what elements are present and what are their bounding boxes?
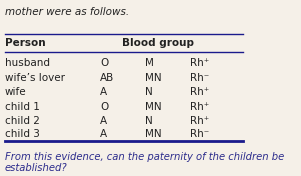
Text: husband: husband: [5, 58, 50, 68]
Text: O: O: [100, 58, 108, 68]
Text: From this evidence, can the paternity of the children be
established?: From this evidence, can the paternity of…: [5, 152, 284, 173]
Text: O: O: [100, 102, 108, 112]
Text: child 2: child 2: [5, 116, 40, 126]
Text: Rh⁺: Rh⁺: [190, 102, 209, 112]
Text: Rh⁺: Rh⁺: [190, 116, 209, 126]
Text: wife: wife: [5, 87, 26, 98]
Text: N: N: [145, 116, 153, 126]
Text: A: A: [100, 87, 107, 98]
Text: Rh⁻: Rh⁻: [190, 73, 209, 83]
Text: MN: MN: [145, 102, 162, 112]
Text: Rh⁻: Rh⁻: [190, 129, 209, 139]
Text: Rh⁺: Rh⁺: [190, 87, 209, 98]
Text: AB: AB: [100, 73, 114, 83]
Text: Person: Person: [5, 38, 46, 48]
Text: child 3: child 3: [5, 129, 40, 139]
Text: A: A: [100, 129, 107, 139]
Text: M: M: [145, 58, 154, 68]
Text: child 1: child 1: [5, 102, 40, 112]
Text: N: N: [145, 87, 153, 98]
Text: mother were as follows.: mother were as follows.: [5, 7, 129, 17]
Text: MN: MN: [145, 73, 162, 83]
Text: wife’s lover: wife’s lover: [5, 73, 65, 83]
Text: MN: MN: [145, 129, 162, 139]
Text: Rh⁺: Rh⁺: [190, 58, 209, 68]
Text: Blood group: Blood group: [122, 38, 194, 48]
Text: A: A: [100, 116, 107, 126]
